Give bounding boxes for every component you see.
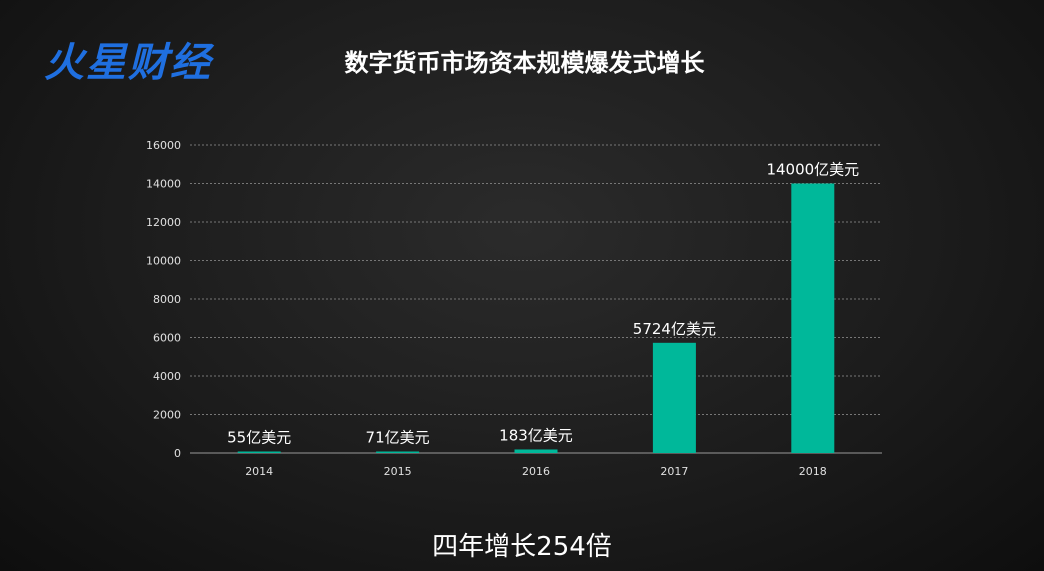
data-label: 183亿美元: [499, 426, 573, 444]
y-tick-label: 4000: [153, 370, 181, 383]
bar: [791, 183, 835, 453]
x-tick-label: 2015: [384, 465, 412, 478]
y-tick-label: 8000: [153, 293, 181, 306]
x-tick-label: 2018: [799, 465, 827, 478]
x-tick-label: 2016: [522, 465, 550, 478]
y-tick-label: 0: [174, 447, 181, 460]
y-tick-label: 2000: [153, 409, 181, 422]
x-tick-label: 2017: [660, 465, 688, 478]
y-tick-label: 16000: [146, 139, 181, 152]
bar: [376, 451, 420, 453]
y-tick-label: 10000: [146, 255, 181, 268]
chart-title: 数字货币市场资本规模爆发式增长: [344, 49, 705, 77]
data-label: 55亿美元: [227, 429, 291, 447]
data-label: 14000亿美元: [766, 161, 859, 179]
bar: [237, 451, 281, 453]
data-label: 5724亿美元: [633, 320, 716, 338]
bar: [514, 449, 558, 453]
y-tick-label: 14000: [146, 178, 181, 191]
bar: [652, 342, 696, 453]
footer-caption: 四年增长254倍: [432, 532, 612, 562]
x-tick-label: 2014: [245, 465, 273, 478]
y-tick-label: 12000: [146, 216, 181, 229]
logo: 火星财经: [44, 40, 212, 86]
y-tick-label: 6000: [153, 332, 181, 345]
data-label: 71亿美元: [366, 429, 430, 447]
